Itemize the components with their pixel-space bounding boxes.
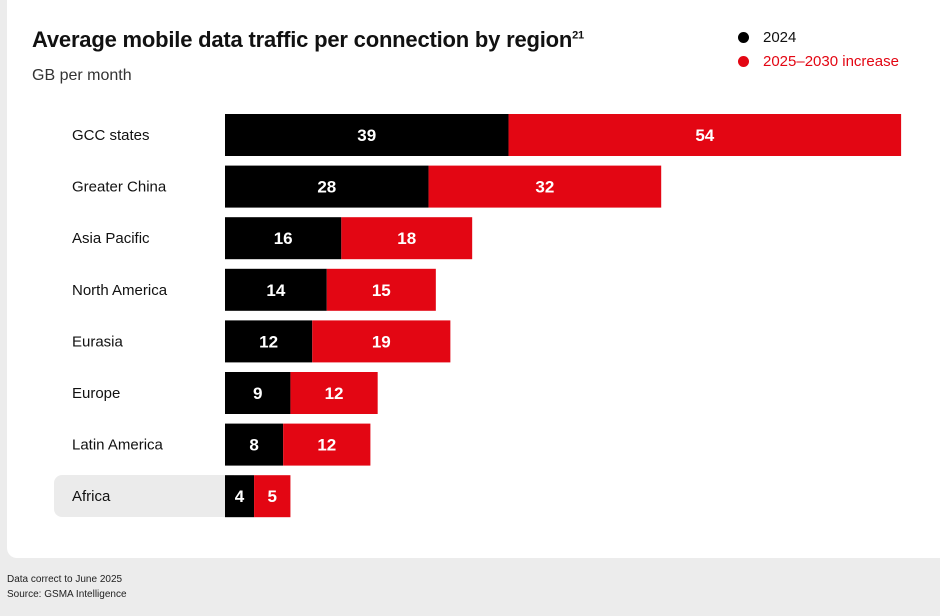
bar-2024-gcc-states — [225, 114, 509, 156]
category-label-asia-pacific: Asia Pacific — [72, 230, 150, 247]
chart-title: Average mobile data traffic per connecti… — [32, 27, 584, 52]
category-label-north-america: North America — [72, 282, 168, 299]
bar-2024-eurasia — [225, 320, 313, 363]
bar-increase-europe — [290, 372, 378, 414]
footer-source: Source: GSMA Intelligence — [7, 589, 127, 600]
bar-2024-africa — [225, 475, 255, 518]
legend-label-increase: 2025–2030 increase — [763, 52, 899, 70]
value-label-increase-europe: 12 — [325, 384, 344, 403]
bar-increase-greater-china — [428, 165, 662, 208]
bar-increase-gcc-states — [508, 114, 902, 156]
bar-2024-greater-china — [225, 165, 429, 208]
value-label-2024-latin-america: 8 — [249, 436, 258, 455]
bar-increase-latin-america — [283, 423, 371, 466]
value-label-2024-eurasia: 12 — [259, 332, 278, 351]
bar-2024-asia-pacific — [225, 217, 342, 260]
legend-item-increase: 2025–2030 increase — [738, 50, 899, 72]
title-footnote: 21 — [572, 29, 584, 42]
value-label-2024-north-america: 14 — [266, 281, 285, 300]
category-label-gcc-states: GCC states — [72, 127, 150, 144]
chart-subtitle: GB per month — [32, 67, 132, 84]
chart-legend: 2024 2025–2030 increase — [738, 26, 899, 74]
category-label-europe: Europe — [72, 385, 120, 402]
value-label-increase-eurasia: 19 — [372, 332, 391, 351]
value-label-2024-gcc-states: 39 — [357, 126, 376, 145]
chart-card — [7, 0, 940, 558]
value-label-2024-africa: 4 — [235, 487, 245, 506]
bar-increase-north-america — [326, 268, 436, 311]
value-label-increase-latin-america: 12 — [317, 436, 336, 455]
bar-2024-europe — [225, 372, 291, 414]
value-label-increase-greater-china: 32 — [535, 178, 554, 197]
value-label-increase-asia-pacific: 18 — [397, 229, 416, 248]
bar-increase-africa — [254, 475, 291, 518]
category-label-latin-america: Latin America — [72, 437, 164, 454]
legend-swatch-2024 — [738, 31, 749, 43]
footer-note: Data correct to June 2025 — [7, 574, 123, 585]
value-label-2024-asia-pacific: 16 — [274, 229, 293, 248]
bar-2024-latin-america — [225, 423, 284, 466]
category-label-eurasia: Eurasia — [72, 333, 124, 350]
value-label-increase-north-america: 15 — [372, 281, 391, 300]
bar-increase-eurasia — [312, 320, 451, 363]
legend-swatch-increase — [738, 55, 749, 67]
legend-item-2024: 2024 — [738, 26, 899, 48]
bar-increase-asia-pacific — [341, 217, 473, 260]
legend-label-2024: 2024 — [763, 28, 797, 46]
value-label-increase-africa: 5 — [268, 487, 277, 506]
value-label-increase-gcc-states: 54 — [695, 126, 714, 145]
bar-2024-north-america — [225, 268, 327, 311]
value-label-2024-europe: 9 — [253, 384, 262, 403]
highlight-row-background — [54, 475, 234, 517]
category-label-greater-china: Greater China — [72, 179, 167, 196]
category-label-africa: Africa — [72, 488, 111, 505]
value-label-2024-greater-china: 28 — [317, 178, 336, 197]
